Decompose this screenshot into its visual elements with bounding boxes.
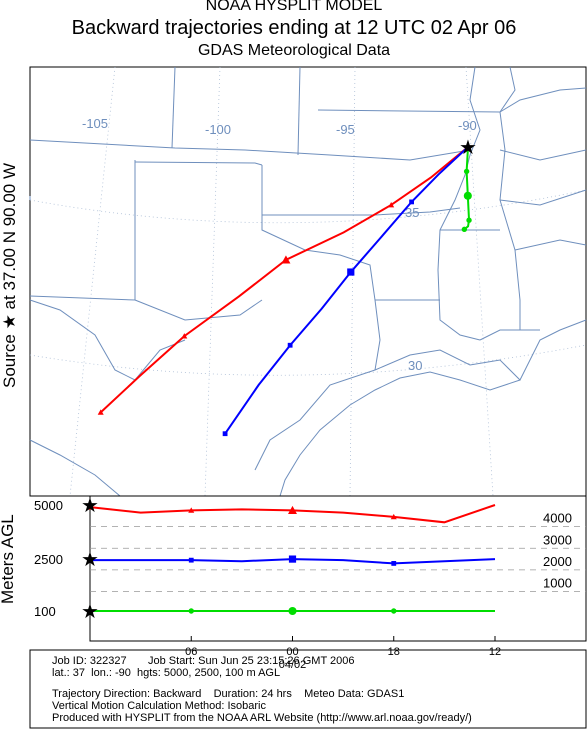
map-trajectory-point	[466, 217, 472, 223]
coastline	[29, 371, 521, 497]
model-title: NOAA HYSPLIT MODEL	[205, 0, 383, 14]
profile-trajectory-point	[391, 561, 397, 566]
map-trajectory-point	[463, 168, 470, 175]
x-tick-label: 18	[388, 646, 400, 658]
profile-trajectory-point	[391, 608, 397, 614]
left-axis-tick: 2500	[34, 552, 63, 567]
map-trajectory-line	[463, 146, 471, 231]
source-label: Source ★ at 37.00 N 90.00 W	[0, 162, 19, 388]
map-trajectories: ★	[97, 135, 477, 437]
right-axis-tick: 4000	[543, 511, 572, 526]
data-title: GDAS Meteorological Data	[197, 42, 391, 59]
lat-label: 30	[408, 358, 422, 373]
footer-box	[29, 649, 587, 729]
profile-trajectory-point	[288, 505, 297, 515]
right-axis-tick: 3000	[543, 532, 572, 547]
profile-grid	[90, 526, 586, 592]
location-info: lat.: 37 lon.: -90 hgts: 5000, 2500, 100…	[52, 667, 281, 679]
graticule	[29, 66, 587, 497]
map-trajectory-point	[409, 199, 414, 205]
profile-trajectory-point	[288, 555, 297, 563]
profile-trajectory-point	[87, 557, 93, 563]
profile-frame	[89, 495, 587, 642]
source-star-icon: ★	[81, 547, 99, 571]
right-axis-tick: 1000	[543, 576, 572, 591]
lon-label: -105	[82, 116, 108, 131]
lat-label: 35	[405, 205, 419, 220]
map-trajectory-point	[222, 431, 228, 437]
trajectory-info: Trajectory Direction: Backward Duration:…	[52, 688, 405, 700]
map-trajectory-point	[97, 409, 104, 415]
produced-with-info: Produced with HYSPLIT from the NOAA ARL …	[52, 712, 472, 724]
source-star-icon: ★	[81, 599, 99, 623]
profile-trajectory-point	[188, 608, 194, 614]
vertical-method-info: Vertical Motion Calculation Method: Isob…	[52, 700, 266, 712]
profile-trajectories: ★ ★ ★	[81, 493, 496, 623]
x-date-label: 04/02	[279, 659, 307, 671]
x-tick-label: 12	[489, 646, 501, 658]
profile-axes: 1000 2000 3000 4000 100 2500 5000 12 18 00 06 04/02	[34, 498, 572, 671]
map-trajectory-point	[287, 342, 293, 348]
profile-trajectory-point	[188, 507, 195, 513]
map-trajectory-point	[347, 268, 355, 276]
map-trajectory-point	[281, 255, 291, 264]
left-axis-tick: 5000	[34, 498, 63, 513]
meters-agl-label: Meters AGL	[0, 514, 17, 604]
lon-label: -90	[458, 118, 477, 133]
profile-trajectory-point	[288, 606, 297, 616]
profile-trajectory-point	[188, 557, 194, 563]
source-star-icon: ★	[81, 493, 99, 517]
chart-title: Backward trajectories ending at 12 UTC 0…	[71, 17, 517, 39]
map-trajectory-point	[463, 191, 472, 200]
lon-label: -100	[205, 122, 231, 137]
lon-label: -95	[336, 122, 355, 137]
profile-trajectory-point	[87, 608, 93, 614]
left-axis-tick: 100	[34, 604, 56, 619]
x-tick-label: 00	[286, 646, 298, 658]
map-trajectory-point	[388, 201, 395, 208]
state-boundaries	[29, 66, 587, 471]
map-trajectory-point	[181, 333, 188, 339]
profile-trajectory-point	[390, 513, 397, 520]
map-trajectory-point	[461, 226, 468, 233]
right-axis-tick: 2000	[543, 554, 572, 569]
source-star-icon: ★	[459, 135, 477, 159]
x-tick-label: 06	[185, 646, 197, 658]
job-info: Job ID: 322327 Job Start: Sun Jun 25 23:…	[52, 655, 355, 667]
profile-trajectory-point	[87, 504, 93, 510]
